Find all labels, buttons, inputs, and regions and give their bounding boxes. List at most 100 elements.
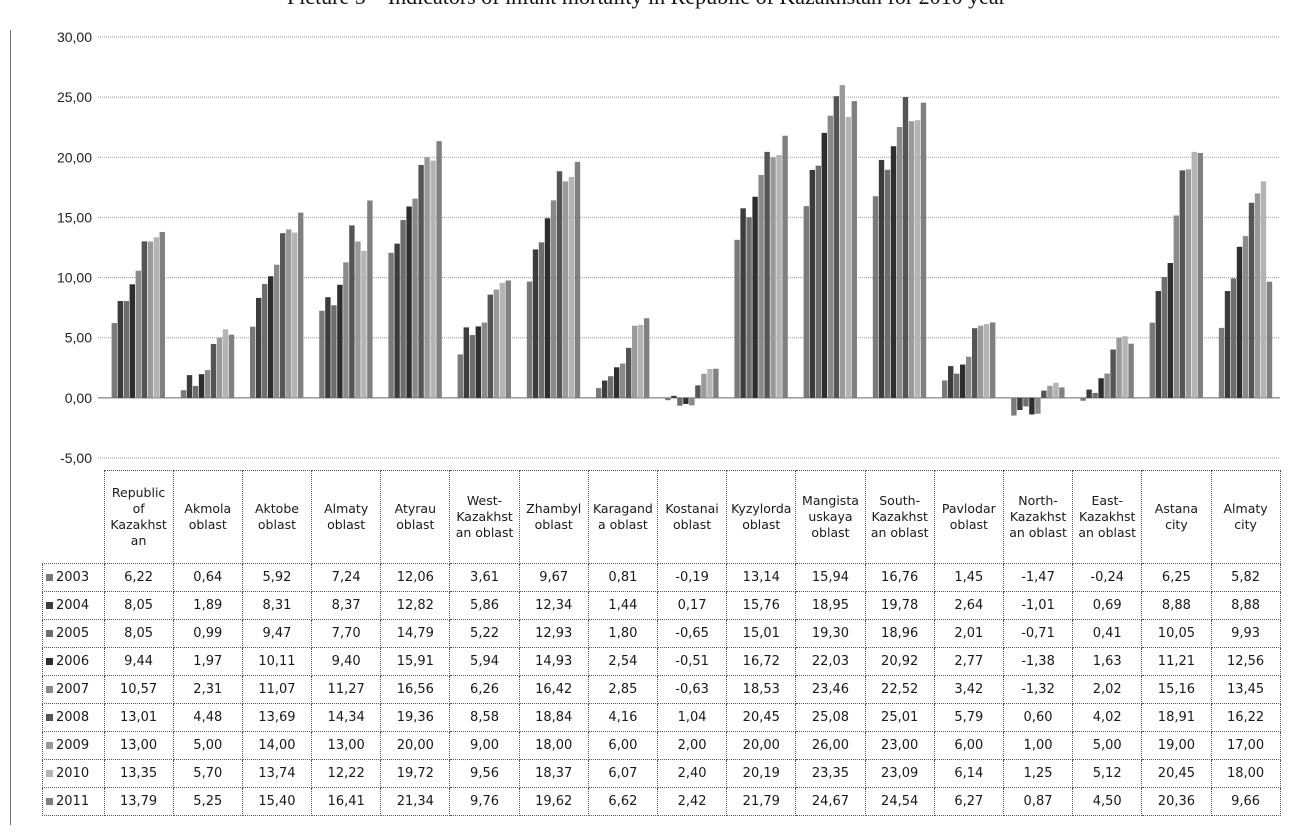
bar <box>1266 281 1273 398</box>
data-label: 5,25 <box>172 787 243 816</box>
bar <box>291 232 298 398</box>
bar <box>192 385 199 398</box>
data-label: 6,00 <box>587 731 659 760</box>
data-label: 11,21 <box>1141 647 1212 676</box>
bar <box>1155 291 1162 398</box>
data-label: 2,00 <box>656 731 728 760</box>
data-label: 18,53 <box>726 675 797 704</box>
series-name: 2009 <box>56 738 90 753</box>
category-label: Karagand a oblast <box>587 470 659 564</box>
legend-entry: 2003 <box>42 563 105 592</box>
bar <box>153 237 159 398</box>
data-label: 9,66 <box>1210 787 1281 816</box>
data-label: 6,25 <box>1141 563 1212 592</box>
bar <box>1047 385 1053 398</box>
data-label: 0,81 <box>587 563 659 592</box>
bar <box>809 169 816 398</box>
data-label: 19,36 <box>380 703 451 732</box>
data-label: 9,56 <box>449 759 520 788</box>
legend-swatch <box>46 574 53 581</box>
data-label: 18,00 <box>1210 759 1281 788</box>
bar <box>186 375 193 398</box>
data-label: 3,42 <box>933 675 1004 704</box>
bar <box>620 363 626 398</box>
bar <box>361 250 367 398</box>
series-name: 2004 <box>56 598 90 613</box>
bar <box>1197 152 1203 398</box>
data-label: 9,93 <box>1210 619 1281 648</box>
bar <box>424 157 430 398</box>
data-label: 19,72 <box>380 759 451 788</box>
table-row: 2003 6,22 0,64 5,92 7,24 12,06 3,61 9,67 0,81 -0,… <box>42 563 1281 592</box>
data-label: 12,22 <box>311 759 382 788</box>
bar <box>782 135 788 398</box>
bar <box>677 397 683 406</box>
bar <box>701 373 707 398</box>
bar <box>734 239 740 398</box>
bar <box>596 388 602 398</box>
bar <box>1242 236 1249 398</box>
bar <box>463 327 470 398</box>
data-label: 2,54 <box>587 647 659 676</box>
table-corner <box>42 470 105 564</box>
bar <box>222 329 229 398</box>
legend-entry: 2006 <box>42 647 105 676</box>
category-label: South- Kazakhst an oblast <box>864 470 935 564</box>
series-name: 2006 <box>56 654 90 669</box>
data-label: 23,09 <box>864 759 935 788</box>
category-label: Almaty oblast <box>311 470 382 564</box>
table-header-row: Republic of Kazakhst an Akmola oblast Aktobe ob… <box>42 470 1281 564</box>
bar <box>250 326 256 398</box>
data-label: 0,99 <box>172 619 243 648</box>
data-label: 15,40 <box>241 787 313 816</box>
legend-entry: 2008 <box>42 703 105 732</box>
data-label: 6,62 <box>587 787 659 816</box>
bar <box>827 115 833 398</box>
bar <box>274 264 280 398</box>
bar <box>574 161 581 398</box>
data-label: 19,78 <box>864 591 935 620</box>
data-label: -1,32 <box>1002 675 1074 704</box>
bar <box>1110 349 1116 398</box>
bar <box>262 283 268 398</box>
bar <box>256 297 262 398</box>
data-label: 16,76 <box>864 563 935 592</box>
y-tick-label: -5,00 <box>60 450 92 466</box>
legend-swatch <box>46 770 53 777</box>
data-label: 20,00 <box>726 731 797 760</box>
data-label: 6,14 <box>933 759 1004 788</box>
data-label: 18,37 <box>518 759 589 788</box>
bar <box>914 120 921 398</box>
bar <box>683 397 689 404</box>
data-label: 2,02 <box>1072 675 1143 704</box>
data-label: 1,97 <box>172 647 243 676</box>
legend-swatch <box>46 742 53 749</box>
data-label: 7,24 <box>311 563 382 592</box>
data-label: 4,48 <box>172 703 243 732</box>
legend-swatch <box>46 658 53 665</box>
data-label: 0,60 <box>1002 703 1074 732</box>
category-label: Zhambyl oblast <box>518 470 589 564</box>
bar <box>141 241 147 398</box>
data-label: 11,07 <box>241 675 313 704</box>
data-label: 2,31 <box>172 675 243 704</box>
data-label: 2,77 <box>933 647 1004 676</box>
bar <box>1128 343 1134 398</box>
bar <box>481 322 487 398</box>
data-label: 18,91 <box>1141 703 1212 732</box>
data-label: 3,61 <box>449 563 520 592</box>
data-label: 20,00 <box>380 731 451 760</box>
bar <box>1218 327 1225 398</box>
bar <box>1029 397 1035 415</box>
bar <box>1173 215 1179 398</box>
bar <box>803 206 810 398</box>
bar <box>210 343 217 398</box>
category-label: West- Kazakhst an oblast <box>449 470 520 564</box>
y-tick-label: 15,00 <box>57 209 92 225</box>
category-label: Atyrau oblast <box>380 470 451 564</box>
data-label: 13,79 <box>103 787 174 816</box>
bar <box>989 322 996 398</box>
data-label: 25,01 <box>864 703 935 732</box>
bar <box>1080 397 1086 401</box>
